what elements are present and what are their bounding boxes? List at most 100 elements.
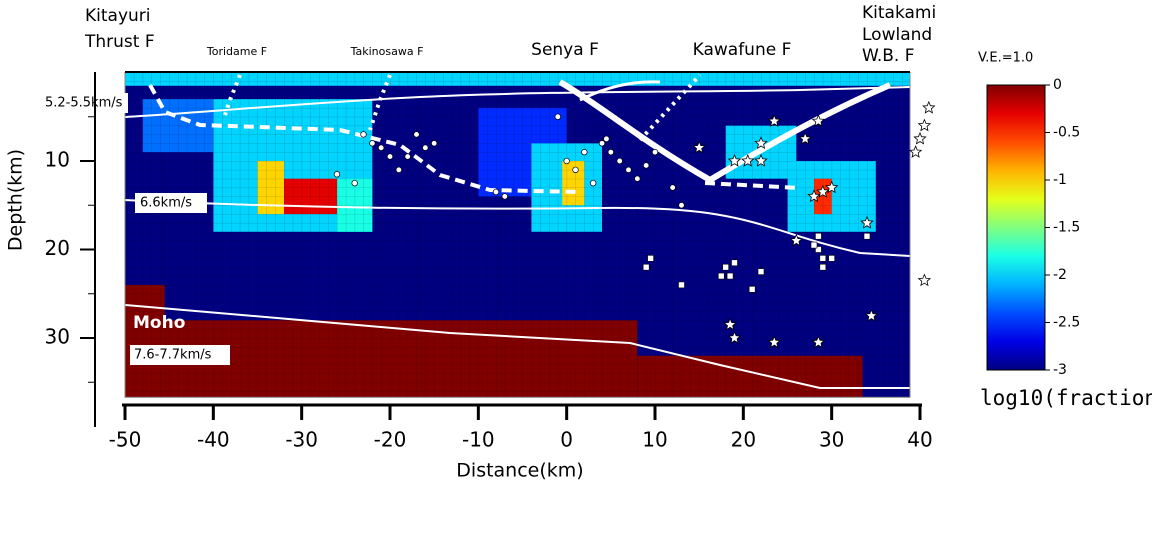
event-star — [917, 273, 932, 287]
fault-label: Senya F — [531, 40, 599, 60]
event-star — [816, 184, 830, 198]
event-circle — [492, 188, 500, 196]
event-star — [860, 215, 874, 229]
event-square — [731, 259, 738, 267]
event-circle — [603, 135, 610, 143]
ve-label: V.E.=1.0 — [978, 51, 1033, 66]
event-circle — [431, 140, 438, 147]
event-star — [767, 114, 782, 127]
x-tick-label: 40 — [907, 428, 932, 452]
event-star — [811, 335, 826, 349]
x-tick-label: -30 — [285, 428, 318, 452]
event-star — [789, 233, 803, 247]
event-square — [819, 255, 827, 262]
event-square — [863, 232, 871, 240]
event-star — [754, 136, 768, 150]
y-tick-label: 20 — [45, 236, 70, 260]
event-square — [726, 272, 734, 280]
event-star — [727, 330, 742, 344]
events — [333, 100, 936, 349]
label-box — [135, 193, 207, 213]
fault-label: Kitayuri — [85, 6, 151, 26]
event-square — [717, 272, 725, 280]
velocity-label: 5.2-5.5km/s — [45, 96, 123, 111]
colorbar-tick-label: -1 — [1053, 172, 1067, 188]
mesh — [125, 72, 910, 398]
event-star — [917, 118, 932, 132]
event-square — [819, 263, 827, 271]
velocity-label: 7.6-7.7km/s — [134, 348, 212, 363]
event-square — [722, 263, 729, 271]
y-tick-label: 10 — [45, 148, 70, 172]
colorbar-tick-label: -2.5 — [1053, 315, 1080, 331]
event-circle — [598, 140, 606, 147]
event-circle — [554, 113, 561, 120]
event-circle — [369, 140, 376, 147]
x-tick-label: -20 — [374, 428, 407, 452]
event-circle — [616, 157, 623, 165]
event-circle — [563, 157, 570, 165]
event-star — [807, 189, 821, 203]
event-star — [922, 100, 936, 114]
event-circle — [395, 166, 402, 174]
event-star — [692, 140, 706, 154]
x-tick-label: -40 — [197, 428, 230, 452]
event-circle — [413, 131, 420, 138]
event-square — [828, 255, 835, 262]
event-circle — [625, 166, 632, 174]
x-tick-label: 30 — [819, 428, 844, 452]
event-star — [754, 153, 768, 167]
event-circle — [501, 193, 508, 200]
label-box — [42, 93, 128, 113]
colorbar-tick-label: -1.5 — [1053, 220, 1080, 236]
x-tick-label: 0 — [560, 428, 573, 452]
fault-label: Lowland — [862, 25, 932, 45]
event-circle — [643, 162, 650, 169]
x-tick-label: 20 — [731, 428, 756, 452]
x-tick-label: -50 — [109, 428, 142, 452]
event-star — [740, 153, 755, 167]
event-star — [727, 153, 742, 167]
label-box — [130, 345, 230, 365]
fault-label: Thrust F — [84, 32, 155, 52]
event-circle — [634, 175, 641, 182]
event-square — [815, 232, 822, 240]
event-circle — [678, 202, 685, 209]
event-square — [748, 286, 756, 293]
colorbar-tick-label: -0.5 — [1053, 125, 1080, 141]
event-star — [913, 131, 927, 145]
event-star — [767, 335, 781, 349]
fault-label: Kawafune F — [693, 40, 792, 60]
velocity-label: Moho — [133, 313, 185, 333]
event-star — [811, 114, 826, 127]
fault-label: Takinosawa F — [350, 45, 424, 58]
event-circle — [360, 131, 367, 138]
x-axis-label: Distance(km) — [456, 460, 583, 482]
event-circle — [651, 148, 659, 156]
event-square — [815, 246, 822, 253]
fault-label: Kitakami — [862, 3, 936, 23]
event-star — [825, 180, 839, 194]
event-square — [810, 241, 818, 249]
event-circle — [422, 144, 429, 151]
event-star — [864, 308, 879, 322]
event-circle — [386, 153, 394, 160]
event-circle — [669, 184, 676, 191]
colorbar-tick-label: -2 — [1053, 267, 1067, 283]
x-tick-label: -10 — [462, 428, 495, 452]
event-square — [757, 268, 765, 275]
x-tick-label: 10 — [642, 428, 667, 452]
event-circle — [378, 144, 385, 151]
colorbar-tick-label: -3 — [1053, 362, 1067, 378]
y-tick-label: 30 — [45, 325, 70, 349]
event-circle — [333, 171, 341, 178]
event-square — [642, 263, 650, 271]
fault-label: Toridame F — [206, 45, 267, 58]
event-circle — [351, 179, 358, 187]
event-square — [678, 281, 685, 289]
event-square — [647, 255, 654, 262]
velocity-boundaries — [124, 73, 911, 389]
event-circle — [581, 148, 588, 156]
velocity-label: 6.6km/s — [140, 196, 192, 211]
